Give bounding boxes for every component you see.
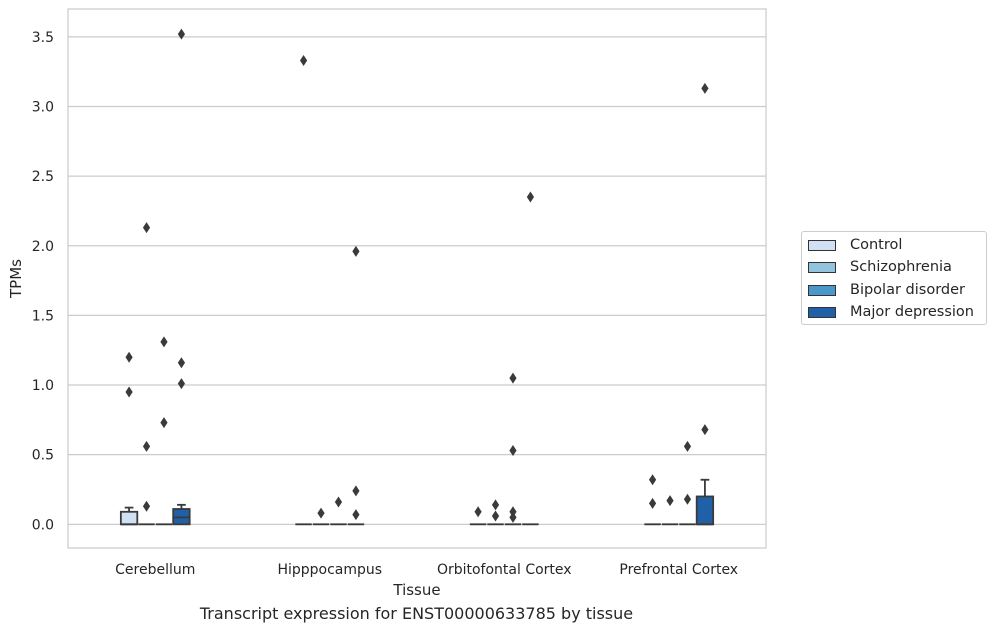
legend-item-schizophrenia: Schizophrenia — [808, 257, 952, 277]
legend-swatch-major-depression — [808, 306, 836, 318]
outlier-point — [648, 474, 657, 486]
legend-label-schizophrenia: Schizophrenia — [850, 259, 952, 275]
grid-lines — [68, 36, 766, 525]
outlier-point — [509, 372, 517, 384]
outlier-point — [160, 336, 168, 348]
outlier-point — [352, 245, 360, 257]
y-tick-label: 3.5 — [32, 30, 54, 46]
outlier-point — [474, 506, 482, 518]
box — [695, 495, 715, 526]
y-tick-label: 1.5 — [32, 308, 54, 324]
y-tick-label: 0.5 — [32, 448, 54, 464]
outlier-point — [142, 500, 151, 512]
legend-label-control: Control — [850, 237, 903, 253]
y-tick-label: 1.0 — [32, 378, 54, 394]
outlier-point — [648, 497, 657, 509]
box — [119, 510, 139, 526]
outlier-point — [160, 417, 168, 429]
x-axis-ticks: Cerebellum Hipppocampus Orbitofontal Corte… — [115, 562, 738, 578]
y-tick-label: 3.0 — [32, 99, 54, 115]
outlier-point — [299, 55, 308, 67]
outlier-point — [526, 191, 535, 203]
y-tick-label: 2.5 — [32, 169, 54, 185]
legend-item-control: Control — [808, 235, 902, 255]
outlier-point — [352, 485, 360, 497]
legend: Control Schizophrenia Bipolar disorder M… — [801, 231, 987, 325]
outlier-point — [683, 440, 692, 452]
outlier-point — [666, 495, 674, 507]
legend-item-bipolar-disorder: Bipolar disorder — [808, 280, 965, 300]
outlier-point — [491, 510, 500, 522]
figure-caption: Transcript expression for ENST0000063378… — [199, 604, 634, 623]
outlier-point — [509, 506, 517, 518]
outlier-point — [177, 378, 186, 390]
outlier-point — [125, 386, 133, 398]
outlier-point — [683, 493, 692, 505]
boxes — [119, 478, 715, 526]
x-tick-label: Cerebellum — [115, 562, 195, 578]
outlier-point — [177, 28, 186, 40]
outlier-point — [491, 499, 500, 511]
x-tick-label: Orbitofontal Cortex — [437, 562, 572, 578]
outlier-point — [317, 507, 325, 519]
legend-swatch-bipolar-disorder — [808, 284, 836, 296]
outlier-point — [701, 424, 709, 436]
plot-area-frame — [67, 8, 767, 549]
y-tick-label: 2.0 — [32, 239, 54, 255]
outlier-point — [509, 511, 517, 523]
legend-swatch-schizophrenia — [808, 261, 836, 273]
x-tick-label: Hipppocampus — [277, 562, 382, 578]
outlier-point — [142, 222, 151, 234]
x-axis-label: Tissue — [392, 581, 440, 599]
y-axis-label: TPMs — [7, 259, 25, 299]
legend-item-major-depression: Major depression — [808, 302, 974, 322]
y-tick-label: 0.0 — [32, 517, 54, 533]
outlier-point — [125, 351, 133, 363]
outlier-points — [125, 28, 709, 523]
outlier-point — [701, 82, 709, 94]
legend-label-major-depression: Major depression — [850, 304, 974, 320]
legend-label-bipolar-disorder: Bipolar disorder — [850, 282, 965, 298]
outlier-point — [509, 445, 517, 457]
legend-swatch-control — [808, 239, 836, 251]
x-tick-label: Prefrontal Cortex — [619, 562, 738, 578]
outlier-point — [142, 440, 151, 452]
outlier-point — [334, 496, 343, 508]
y-axis-ticks: 0.0 0.5 1.0 1.5 2.0 2.5 3.0 3.5 — [32, 30, 54, 533]
outlier-point — [352, 509, 360, 521]
outlier-point — [177, 357, 186, 369]
